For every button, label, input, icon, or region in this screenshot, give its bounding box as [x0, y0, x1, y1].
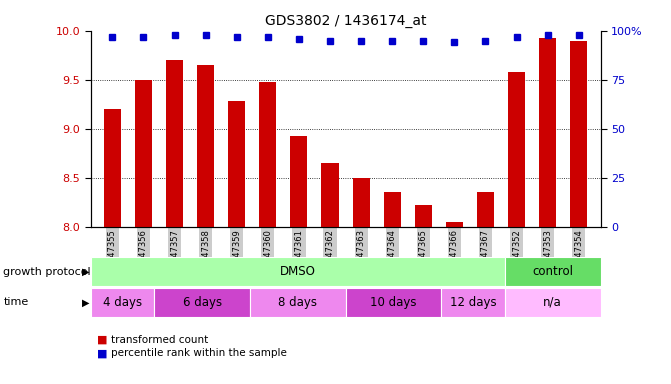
- Text: ▶: ▶: [82, 266, 89, 277]
- Text: transformed count: transformed count: [111, 335, 208, 345]
- Text: ▶: ▶: [82, 297, 89, 308]
- Text: time: time: [3, 297, 29, 308]
- Bar: [539, 38, 556, 227]
- Bar: [250, 288, 346, 317]
- Bar: [477, 192, 494, 227]
- Bar: [346, 288, 441, 317]
- Text: ■: ■: [97, 348, 108, 358]
- Bar: [197, 65, 214, 227]
- Bar: [154, 288, 250, 317]
- Text: 10 days: 10 days: [370, 296, 417, 309]
- Bar: [228, 101, 246, 227]
- Text: growth protocol: growth protocol: [3, 266, 91, 277]
- Text: DMSO: DMSO: [280, 265, 315, 278]
- Bar: [321, 163, 339, 227]
- Bar: [91, 257, 505, 286]
- Text: 6 days: 6 days: [183, 296, 221, 309]
- Text: ■: ■: [97, 335, 108, 345]
- Bar: [570, 40, 587, 227]
- Bar: [135, 79, 152, 227]
- Bar: [505, 257, 601, 286]
- Title: GDS3802 / 1436174_at: GDS3802 / 1436174_at: [265, 14, 426, 28]
- Bar: [442, 288, 505, 317]
- Text: 12 days: 12 days: [450, 296, 497, 309]
- Bar: [446, 222, 463, 227]
- Bar: [508, 72, 525, 227]
- Bar: [291, 136, 307, 227]
- Bar: [352, 177, 370, 227]
- Text: n/a: n/a: [544, 296, 562, 309]
- Bar: [384, 192, 401, 227]
- Bar: [505, 288, 601, 317]
- Text: percentile rank within the sample: percentile rank within the sample: [111, 348, 287, 358]
- Text: control: control: [532, 265, 573, 278]
- Text: 4 days: 4 days: [103, 296, 142, 309]
- Bar: [91, 288, 154, 317]
- Bar: [259, 82, 276, 227]
- Bar: [104, 109, 121, 227]
- Bar: [166, 60, 183, 227]
- Bar: [415, 205, 432, 227]
- Text: 8 days: 8 days: [278, 296, 317, 309]
